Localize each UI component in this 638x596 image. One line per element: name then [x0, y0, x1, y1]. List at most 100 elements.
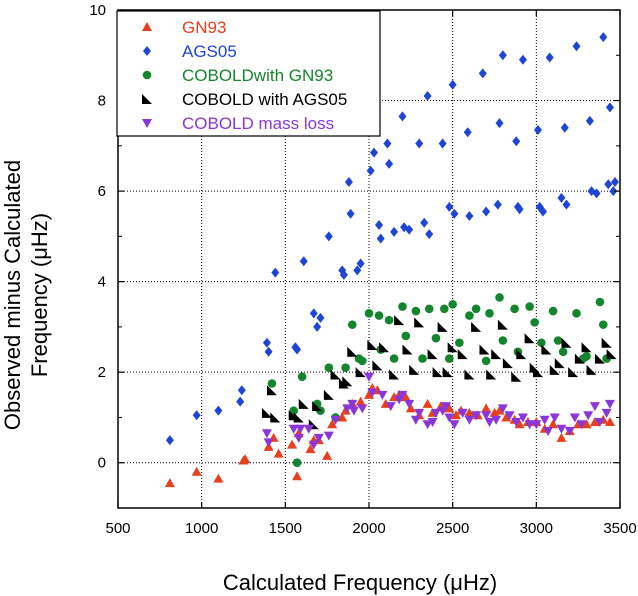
data-point: [589, 416, 600, 426]
data-point: [263, 438, 274, 448]
data-point: [423, 91, 432, 102]
data-point: [515, 204, 524, 215]
data-point: [261, 429, 272, 439]
data-point: [440, 304, 449, 314]
data-point: [495, 118, 504, 129]
data-point: [511, 417, 522, 427]
data-point: [548, 306, 558, 316]
data-point: [558, 347, 568, 357]
data-point: [609, 186, 618, 197]
data-point: [410, 415, 421, 425]
grid-lines: [118, 10, 620, 508]
data-point: [236, 396, 245, 407]
series-4: [261, 372, 615, 450]
data-point: [353, 265, 362, 276]
legend: GN93 AGS05 COBOLDwith GN93 COBOLD with AGS0…: [116, 10, 381, 137]
data-point: [556, 432, 567, 442]
data-point: [356, 258, 365, 269]
data-point: [422, 420, 433, 430]
data-point: [293, 412, 304, 423]
data-point: [342, 404, 353, 414]
data-point: [330, 415, 341, 425]
data-point: [581, 342, 592, 353]
data-point: [457, 408, 468, 418]
data-point: [516, 349, 527, 360]
data-point: [448, 79, 457, 90]
data-point: [409, 364, 420, 375]
data-point: [539, 206, 548, 217]
data-point: [367, 340, 378, 351]
data-point: [604, 179, 613, 190]
data-point: [586, 364, 597, 375]
legend-item-2: COBOLDwith GN93: [142, 66, 333, 85]
data-point: [512, 136, 521, 147]
data-point: [497, 319, 508, 330]
data-point: [498, 50, 507, 61]
data-point: [486, 369, 497, 380]
data-point: [543, 427, 554, 437]
data-point: [471, 411, 482, 421]
data-point: [295, 424, 306, 434]
y-tick-label: 10: [89, 2, 106, 19]
data-point: [525, 302, 534, 311]
data-point: [478, 68, 487, 79]
y-tick-label: 2: [98, 364, 106, 381]
data-point: [348, 406, 359, 416]
data-point: [541, 344, 552, 355]
series-0: [164, 383, 615, 488]
data-point: [366, 165, 375, 176]
data-point: [438, 138, 447, 149]
data-point: [405, 403, 416, 413]
data-point: [545, 52, 554, 63]
data-point: [324, 363, 334, 372]
data-point: [465, 311, 474, 320]
data-point: [457, 349, 468, 360]
y-axis-label-line1: Observed minus Calculated: [0, 160, 25, 430]
data-point: [444, 413, 455, 423]
data-point: [347, 399, 358, 409]
data-point: [341, 363, 350, 372]
data-point: [316, 312, 325, 323]
data-point: [389, 369, 400, 380]
data-point: [364, 389, 374, 399]
data-point: [485, 309, 494, 318]
data-point: [418, 354, 427, 363]
data-point: [498, 336, 508, 345]
data-point: [398, 111, 407, 122]
legend-label: COBOLDwith GN93: [182, 66, 333, 85]
data-point: [309, 308, 318, 319]
data-point: [471, 304, 481, 314]
data-point: [562, 199, 571, 210]
data-point: [364, 372, 374, 382]
data-point: [266, 385, 277, 396]
data-point: [464, 407, 475, 417]
legend-marker: [142, 119, 152, 128]
data-point: [502, 358, 513, 369]
series-1: [165, 32, 619, 446]
data-point: [192, 410, 201, 421]
data-point: [517, 413, 528, 423]
data-point: [572, 309, 581, 318]
x-tick-label: 3000: [520, 520, 553, 537]
data-point: [442, 367, 453, 378]
legend-item-4: COBOLD mass loss: [142, 114, 334, 133]
data-point: [431, 333, 441, 343]
data-point: [489, 407, 500, 417]
data-point: [557, 192, 566, 203]
data-point: [339, 269, 348, 280]
data-point: [594, 417, 605, 427]
data-point: [292, 471, 303, 481]
data-point: [327, 419, 338, 429]
y-axis-label: Observed minus Calculated Frequency (μHz…: [0, 160, 52, 430]
data-point: [561, 337, 572, 348]
data-point: [574, 353, 585, 364]
data-point: [471, 321, 482, 332]
data-point: [323, 389, 334, 400]
x-tick-label: 3500: [603, 520, 636, 537]
data-point: [427, 417, 438, 427]
data-point: [303, 424, 314, 434]
data-point: [455, 338, 464, 348]
data-point: [482, 206, 491, 217]
data-point: [430, 408, 441, 418]
